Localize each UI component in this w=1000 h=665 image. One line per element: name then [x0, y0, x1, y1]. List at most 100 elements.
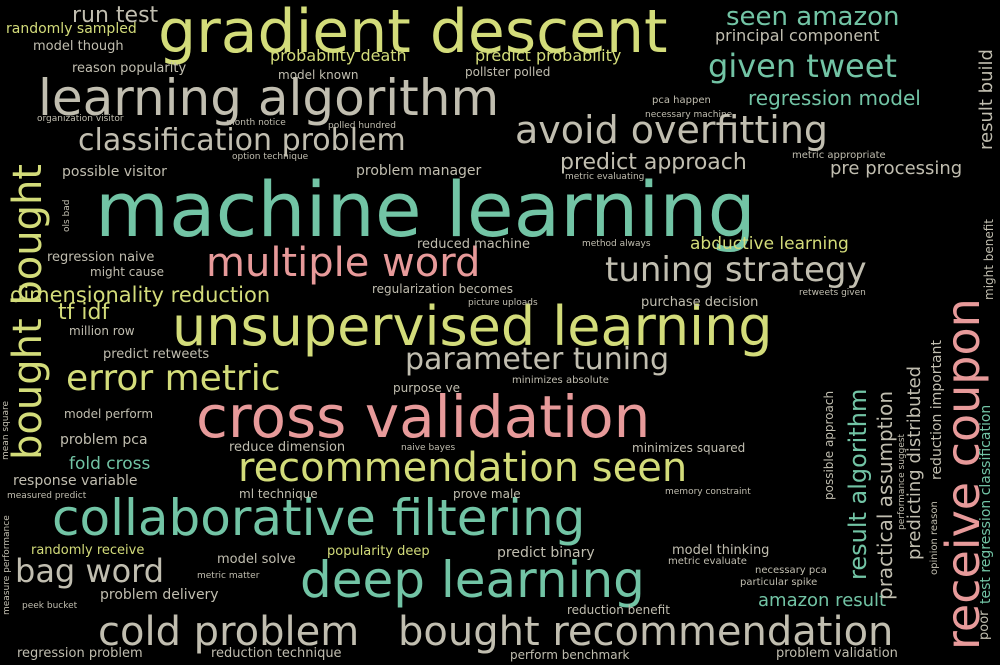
word: regularization becomes — [372, 282, 513, 296]
word: might cause — [90, 265, 164, 279]
word: possible visitor — [62, 164, 167, 180]
word: predict probability — [475, 46, 622, 65]
word: reduction benefit — [567, 603, 670, 617]
word: predicting distributed — [904, 365, 925, 560]
word: randomly sampled — [6, 21, 137, 37]
word: avoid overfitting — [515, 108, 829, 152]
word: measure performance — [2, 515, 12, 615]
word: million row — [69, 324, 135, 338]
word: bag word — [15, 552, 165, 590]
word: test regression classification — [978, 404, 994, 604]
word: multiple word — [206, 240, 481, 286]
word: retweets given — [799, 288, 866, 298]
word: perform benchmark — [510, 648, 630, 662]
word: classification problem — [78, 123, 406, 158]
word: model solve — [217, 552, 296, 567]
word: dimensionality reduction — [10, 283, 271, 307]
word: predict retweets — [103, 347, 210, 362]
word: learning algorithm — [38, 69, 500, 127]
word: given tweet — [708, 47, 897, 85]
word: cross validation — [196, 383, 651, 451]
word: necessary machine — [645, 110, 733, 120]
word: bought recommendation — [398, 609, 894, 655]
word: necessary pca — [755, 565, 827, 576]
word: pca happen — [652, 95, 711, 106]
word: possible approach — [822, 390, 836, 500]
word: problem pca — [60, 432, 148, 448]
word: mean square — [1, 400, 11, 460]
word: randomly receive — [31, 543, 145, 558]
word: might benefit — [982, 218, 996, 300]
word: picture uploads — [468, 298, 538, 308]
word: naive bayes — [401, 443, 456, 453]
word: reduce dimension — [229, 440, 346, 455]
word: reduced machine — [417, 237, 530, 252]
word: measured predict — [7, 491, 87, 501]
word: bought bought — [5, 164, 51, 460]
word: problem delivery — [100, 587, 219, 603]
word: fold cross — [69, 454, 151, 474]
word: reduction important — [929, 340, 945, 480]
word: error metric — [66, 358, 281, 399]
word: response variable — [13, 473, 138, 489]
word: model perform — [64, 407, 154, 421]
word: metric matter — [197, 571, 260, 581]
word: collaborative filtering — [52, 489, 586, 547]
word: amazon result — [758, 590, 887, 611]
word: popularity deep — [327, 544, 430, 559]
word: problem validation — [776, 646, 898, 661]
word: predict approach — [560, 150, 747, 175]
word: prove male — [453, 487, 521, 501]
word: recommendation seen — [238, 445, 688, 491]
word: predict binary — [497, 545, 595, 561]
word: probability death — [270, 46, 407, 65]
word: result build — [976, 49, 997, 150]
word: performance suggest — [897, 433, 907, 530]
word: opinion reason — [929, 501, 940, 575]
word: purchase decision — [641, 295, 759, 310]
word: practical assumption — [873, 391, 897, 600]
word: reason popularity — [72, 61, 187, 76]
word: memory constraint — [665, 487, 751, 497]
word: cold problem — [98, 609, 360, 655]
word: metric evaluate — [668, 556, 747, 567]
word: organization visitor — [37, 114, 124, 124]
word: regression problem — [17, 646, 143, 661]
word: metric appropriate — [792, 150, 886, 161]
word: principal component — [715, 26, 880, 45]
word: minimizes absolute — [512, 375, 609, 386]
word: unsupervised learning — [172, 295, 773, 358]
word: regression model — [748, 86, 921, 110]
word: abductive learning — [690, 234, 849, 254]
word: metric evaluating — [565, 172, 645, 182]
word: seen amazon — [726, 2, 900, 32]
word: machine learning — [95, 165, 756, 254]
word: run test — [72, 3, 159, 28]
word: model thinking — [672, 543, 770, 558]
word: parameter tuning — [405, 342, 670, 377]
word: pollster polled — [465, 65, 551, 79]
word: poor — [977, 610, 992, 640]
word: tuning strategy — [605, 250, 867, 290]
word: result algorithm — [844, 388, 872, 580]
word: method always — [582, 239, 651, 249]
word: option technique — [232, 152, 309, 162]
word: gradient descent — [158, 0, 668, 67]
word: model though — [33, 39, 124, 54]
word: pre processing — [830, 158, 963, 179]
word: deep learning — [300, 551, 645, 609]
word: month notice — [226, 118, 286, 128]
word: ml technique — [239, 487, 318, 501]
word: tf idf — [58, 300, 110, 325]
word: ols bad — [62, 199, 72, 233]
word: regression naive — [47, 250, 155, 265]
word: polled hundred — [328, 121, 396, 131]
word: peek bucket — [22, 601, 78, 611]
word: minimizes squared — [632, 441, 746, 455]
word: problem manager — [356, 163, 482, 179]
word: model known — [278, 68, 359, 82]
word: particular spike — [740, 577, 818, 588]
word: reduction technique — [211, 646, 342, 661]
word: purpose ve — [393, 381, 461, 395]
